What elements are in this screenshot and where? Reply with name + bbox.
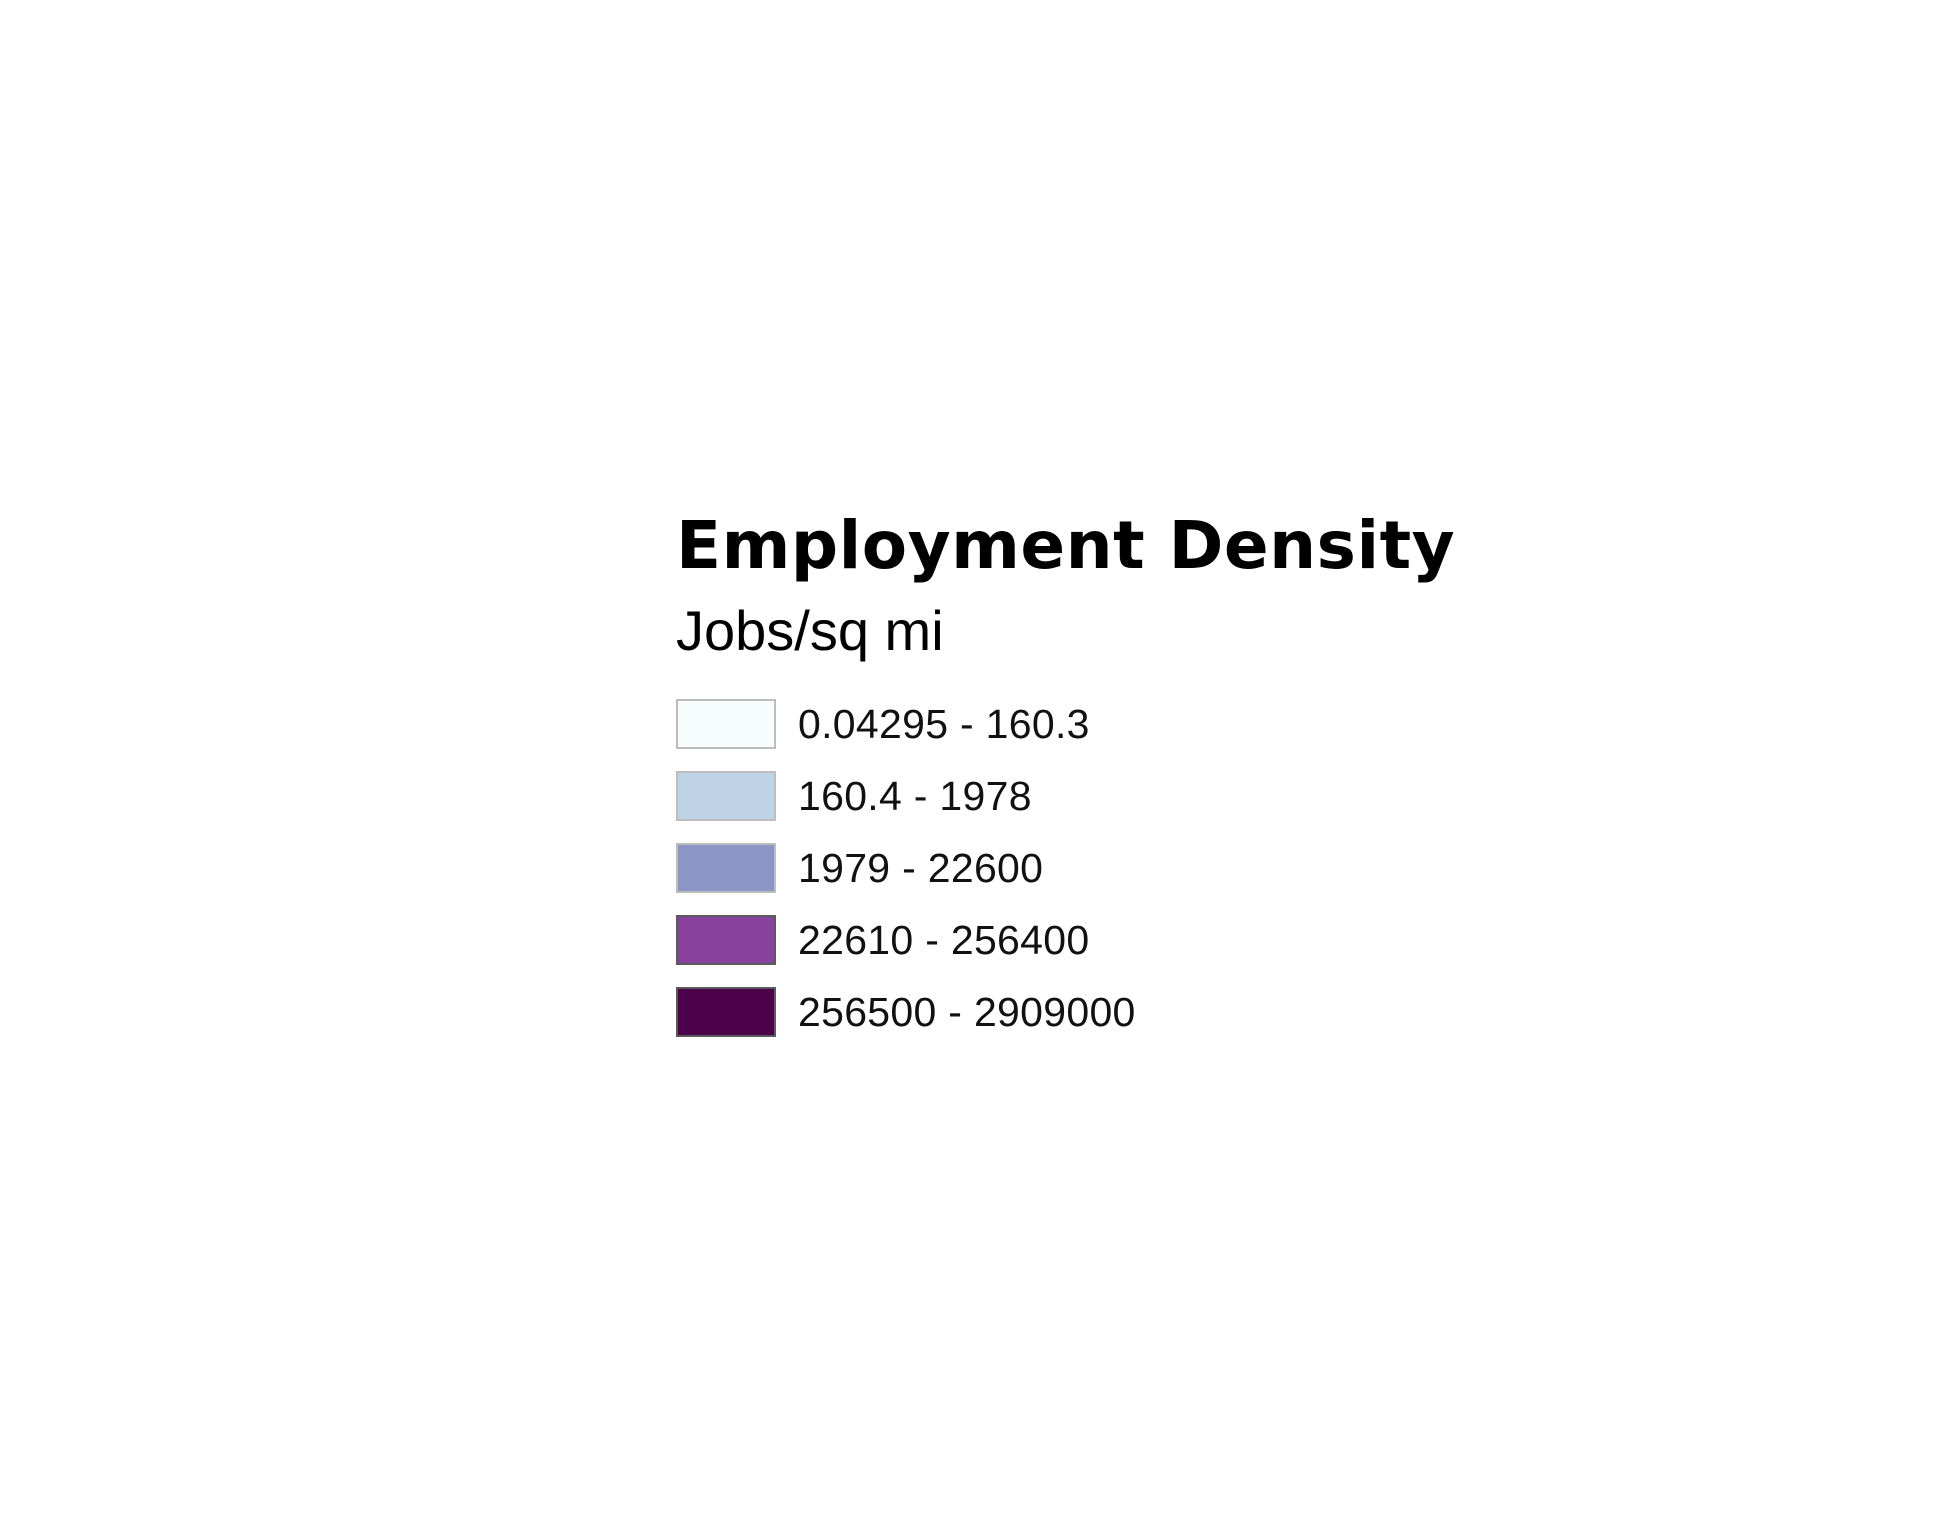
legend-swatch (676, 915, 776, 965)
legend-item: 22610 - 256400 (676, 904, 1455, 976)
legend-item: 1979 - 22600 (676, 832, 1455, 904)
map-legend: Employment Density Jobs/sq mi 0.04295 - … (676, 506, 1455, 1048)
legend-item: 256500 - 2909000 (676, 976, 1455, 1048)
legend-swatch (676, 987, 776, 1037)
legend-label: 0.04295 - 160.3 (798, 700, 1090, 747)
legend-title: Employment Density (676, 507, 1456, 584)
legend-label: 1979 - 22600 (798, 844, 1044, 891)
legend-swatch (676, 699, 776, 749)
legend-label: 22610 - 256400 (798, 916, 1090, 963)
legend-swatch (676, 771, 776, 821)
legend-item: 0.04295 - 160.3 (676, 688, 1455, 760)
legend-item: 160.4 - 1978 (676, 760, 1455, 832)
legend-subtitle: Jobs/sq mi (676, 599, 944, 662)
legend-items: 0.04295 - 160.3 160.4 - 1978 1979 - 2260… (676, 688, 1455, 1048)
legend-swatch (676, 843, 776, 893)
legend-label: 160.4 - 1978 (798, 772, 1032, 819)
legend-label: 256500 - 2909000 (798, 988, 1136, 1035)
